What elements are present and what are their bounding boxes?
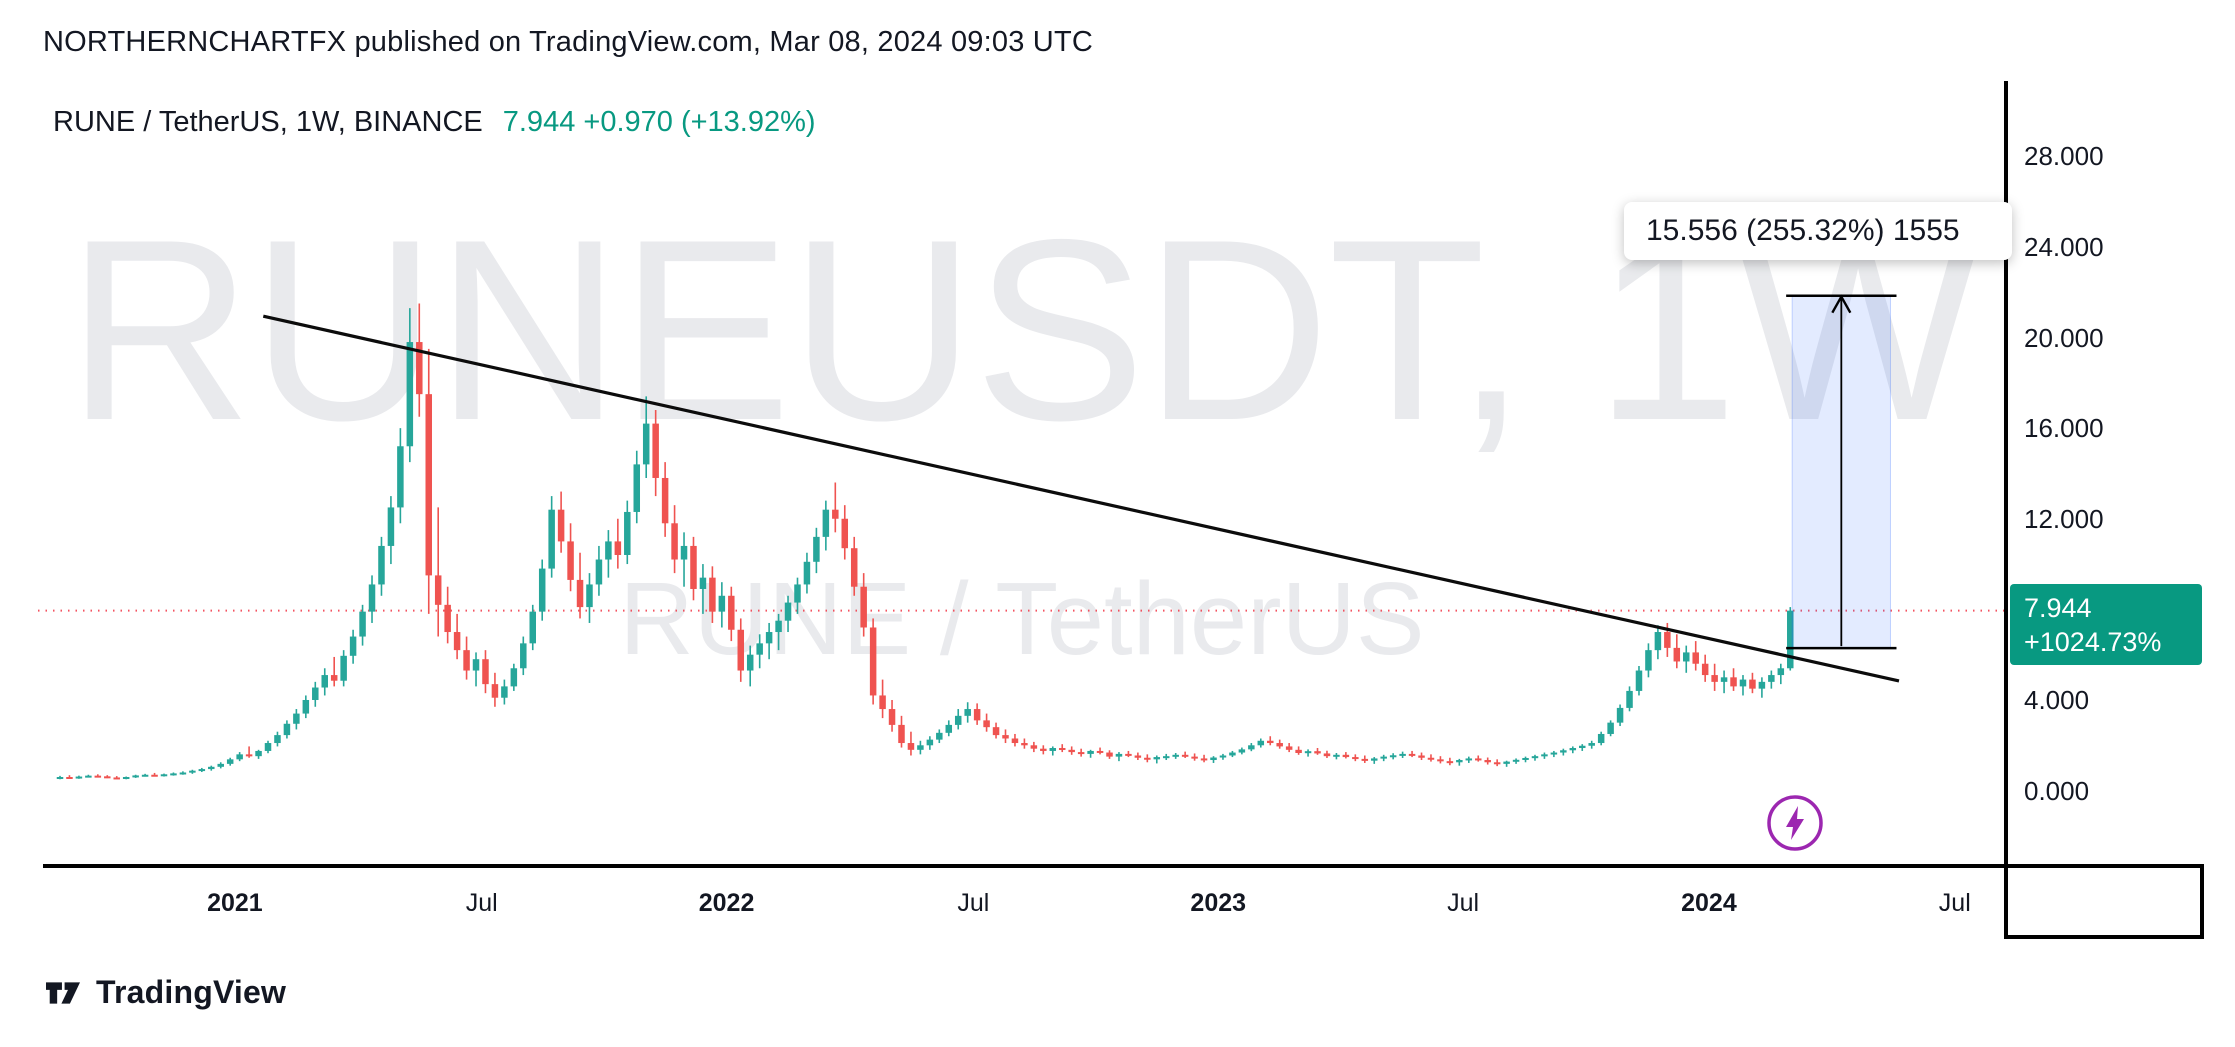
legend-quote-change: 7.944 +0.970 (+13.92%)	[502, 106, 816, 138]
time-axis-label: 2023	[1190, 889, 1247, 917]
price-axis-label: 20.000	[2024, 322, 2104, 353]
tradingview-wordmark: TradingView	[96, 974, 287, 1010]
chart-legend: RUNE / TetherUS, 1W, BINANCE 7.944 +0.970…	[53, 106, 816, 139]
descending-trendline[interactable]	[262, 314, 1900, 683]
last-price-change-percent: +1024.73%	[2024, 627, 2162, 657]
range-arrow-head	[1831, 294, 1852, 314]
last-price-value: 7.944	[2024, 593, 2092, 623]
time-axis-label: 2021	[207, 889, 263, 917]
time-axis-label: 2022	[698, 889, 755, 917]
time-axis-label: Jul	[957, 889, 990, 917]
last-price-badge: 7.944 +1024.73%	[2010, 584, 2202, 665]
tradingview-logo[interactable]: TradingView	[43, 974, 286, 1011]
time-axis-label: Jul	[1447, 889, 1480, 917]
legend-symbol-title[interactable]: RUNE / TetherUS, 1W, BINANCE	[53, 106, 483, 138]
candlestick-series	[56, 303, 1794, 780]
price-axis-label: 4.000	[2024, 684, 2090, 715]
time-axis[interactable]: 2021 Jul 2022 Jul 2023 Jul 2024 Jul	[0, 881, 2235, 925]
lightning-bolt-glyph	[1786, 806, 1804, 840]
publish-caption: NORTHERNCHARTFX published on TradingView…	[43, 26, 1093, 58]
tradingview-mark-icon	[43, 976, 83, 1010]
time-axis-label: Jul	[465, 889, 498, 917]
price-axis-label: 28.000	[2024, 141, 2104, 172]
pair-watermark: RUNE / TetherUS	[619, 561, 1425, 676]
price-axis-label: 12.000	[2024, 503, 2104, 534]
measurement-tooltip: 15.556 (255.32%) 1555	[1624, 202, 2012, 260]
price-axis-label: 16.000	[2024, 413, 2104, 444]
time-axis-label: 2024	[1681, 889, 1737, 917]
axis-corner-box	[2004, 864, 2204, 939]
price-axis-label: 24.000	[2024, 231, 2104, 262]
price-axis-label: 0.000	[2024, 775, 2090, 806]
time-axis-label: Jul	[1938, 889, 1971, 917]
